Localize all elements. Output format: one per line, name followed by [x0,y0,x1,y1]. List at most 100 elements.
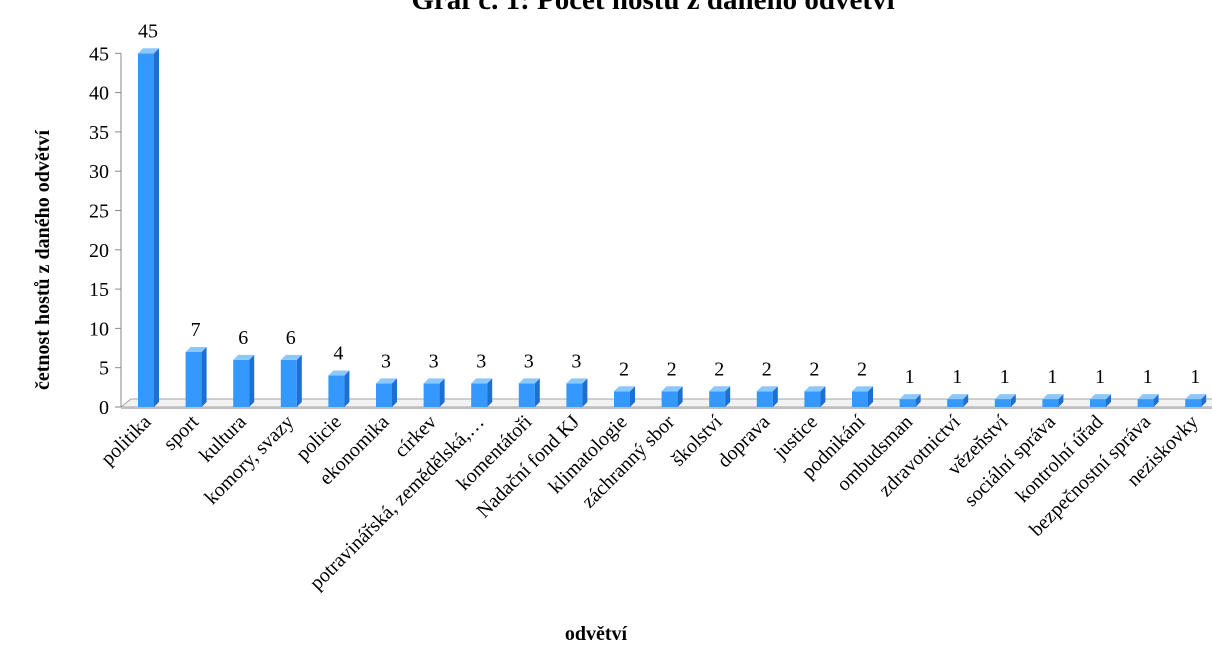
bar-side [1058,394,1064,407]
floor-edge [121,407,1212,409]
data-label: 1 [952,366,962,388]
bar-side [677,386,683,407]
data-label: 3 [476,350,486,372]
bar-front [280,359,297,407]
category-label: politika [97,411,156,470]
bar-front [518,383,535,407]
bar-side [725,386,731,407]
bar-front [376,383,392,407]
bar [756,386,778,407]
bar-front [614,391,630,407]
bar-front [328,375,345,407]
bar-top [661,386,683,392]
data-label: 1 [905,366,915,388]
bar-side [915,394,921,407]
data-label: 1 [1095,366,1105,388]
data-label: 45 [138,20,158,42]
bar-top [1090,394,1111,400]
y-tick-label: 25 [89,201,109,223]
data-label: 6 [286,327,296,349]
bar-side [630,386,635,407]
data-label: 3 [524,350,534,372]
bar-top [518,378,540,384]
bar-top [1042,394,1064,400]
x-axis-title: odvětví [565,623,628,645]
bar-front [756,391,773,407]
bar-top [709,386,731,392]
data-label: 2 [619,358,629,380]
bar-front [566,383,583,407]
bar-top [328,370,350,376]
bar-side [154,48,159,408]
bar-front [709,391,726,407]
bar-side [487,378,493,407]
bar-top [804,386,826,392]
bar-top [899,394,921,400]
bar [661,386,683,407]
bar-front [899,399,916,407]
y-tick-label: 35 [89,122,109,144]
bar-top [1137,394,1159,400]
bar [1185,394,1207,407]
data-label: 2 [809,358,819,380]
bar [709,386,731,407]
y-tick-label: 5 [99,358,109,380]
y-axis: 0 5 10 15 20 25 30 35 40 45 [89,43,122,419]
bar-front [661,391,678,407]
bar-side [1106,394,1111,407]
y-tick-label: 45 [89,43,109,65]
data-label: 2 [762,358,772,380]
bar-front [852,391,868,407]
bar [138,48,159,408]
bar-front [994,399,1011,407]
bar-top [947,394,969,400]
bar-side [534,378,540,407]
bar-top [852,386,873,392]
bar [518,378,540,407]
bar-side [582,378,588,407]
y-tick-label: 20 [89,240,109,262]
bar-top [614,386,635,392]
y-tick-label: 15 [89,279,109,301]
bar [566,378,588,407]
data-label: 4 [333,343,343,365]
bar-front [947,399,964,407]
data-label: 2 [714,358,724,380]
bar-top [280,354,302,360]
bar-front [1137,399,1154,407]
bar [1042,394,1064,407]
bar-top [756,386,778,392]
bar [1137,394,1159,407]
bar [471,378,493,407]
bars-group [138,48,1207,408]
bar-front [1042,399,1059,407]
bar [899,394,921,407]
bar-top [185,346,207,352]
data-label: 1 [1190,366,1200,388]
bar-front [233,359,250,407]
bar [852,386,873,407]
data-label: 6 [238,327,248,349]
bar [328,370,350,407]
bar-top [566,378,588,384]
bar-side [868,386,873,407]
bar [423,378,445,407]
bar [994,394,1016,407]
bar-top [376,378,397,384]
bar-side [249,354,255,407]
bar [804,386,826,407]
data-label: 1 [1000,366,1010,388]
bar [185,346,207,407]
bar-side [201,346,207,407]
bar-front [1090,399,1106,407]
bar-side [1010,394,1016,407]
data-label: 1 [1143,366,1153,388]
data-label: 3 [429,350,439,372]
y-tick-label: 0 [99,397,109,419]
bar-top [1185,394,1207,400]
data-labels-group: 45 7 6 6 4 3 3 3 3 3 2 2 2 2 2 2 1 1 1 1 1 1 1 [138,20,1200,388]
y-axis-title: četnost hostů z daného odvětví [32,130,54,390]
y-tick-label: 40 [89,83,109,105]
bar-side [296,354,302,407]
